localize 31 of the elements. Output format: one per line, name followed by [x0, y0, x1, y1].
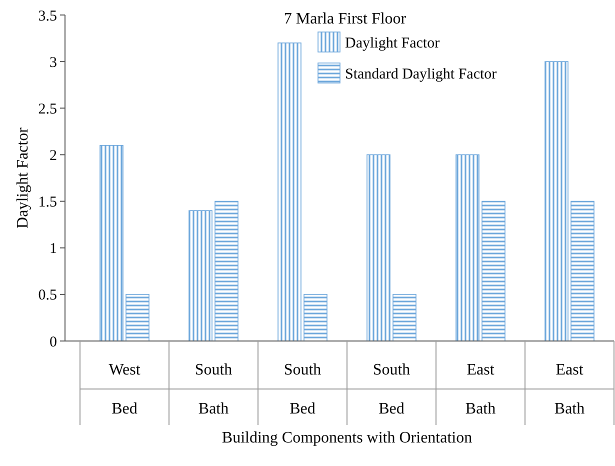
bar [278, 42, 302, 342]
bar [570, 200, 594, 342]
y-tick-label: 3 [50, 54, 57, 71]
bar [544, 61, 568, 342]
y-tick-label: 2.5 [38, 101, 57, 118]
bar [482, 200, 506, 342]
chart-title: 7 Marla First Floor [284, 10, 407, 28]
bar [304, 294, 328, 342]
y-tick-label: 0.5 [38, 288, 57, 304]
legend-label: Daylight Factor [345, 35, 440, 52]
category-label: South Bed [372, 362, 410, 418]
category-label: South Bath [194, 362, 232, 418]
y-tick-label: 3.5 [38, 8, 57, 24]
y-tick-label: 0 [50, 334, 57, 350]
category-label: East Bath [554, 362, 585, 418]
bar [366, 154, 390, 342]
x-axis-title: Building Components with Orientation [222, 430, 472, 447]
y-tick-label: 1 [50, 241, 57, 258]
bar [456, 154, 480, 342]
y-tick-label: 1.5 [38, 194, 57, 211]
category-label: West Bed [108, 362, 140, 418]
category-label: South Bed [284, 362, 322, 418]
bar [100, 145, 124, 342]
bar [392, 294, 416, 342]
bar [214, 200, 238, 342]
y-tick-label: 2 [50, 148, 57, 164]
category-label: East Bath [465, 362, 496, 418]
legend-label: Standard Daylight Factor [345, 66, 497, 82]
bar [126, 294, 150, 342]
y-axis-title: Daylight Factor [14, 126, 32, 228]
bar [188, 210, 212, 342]
